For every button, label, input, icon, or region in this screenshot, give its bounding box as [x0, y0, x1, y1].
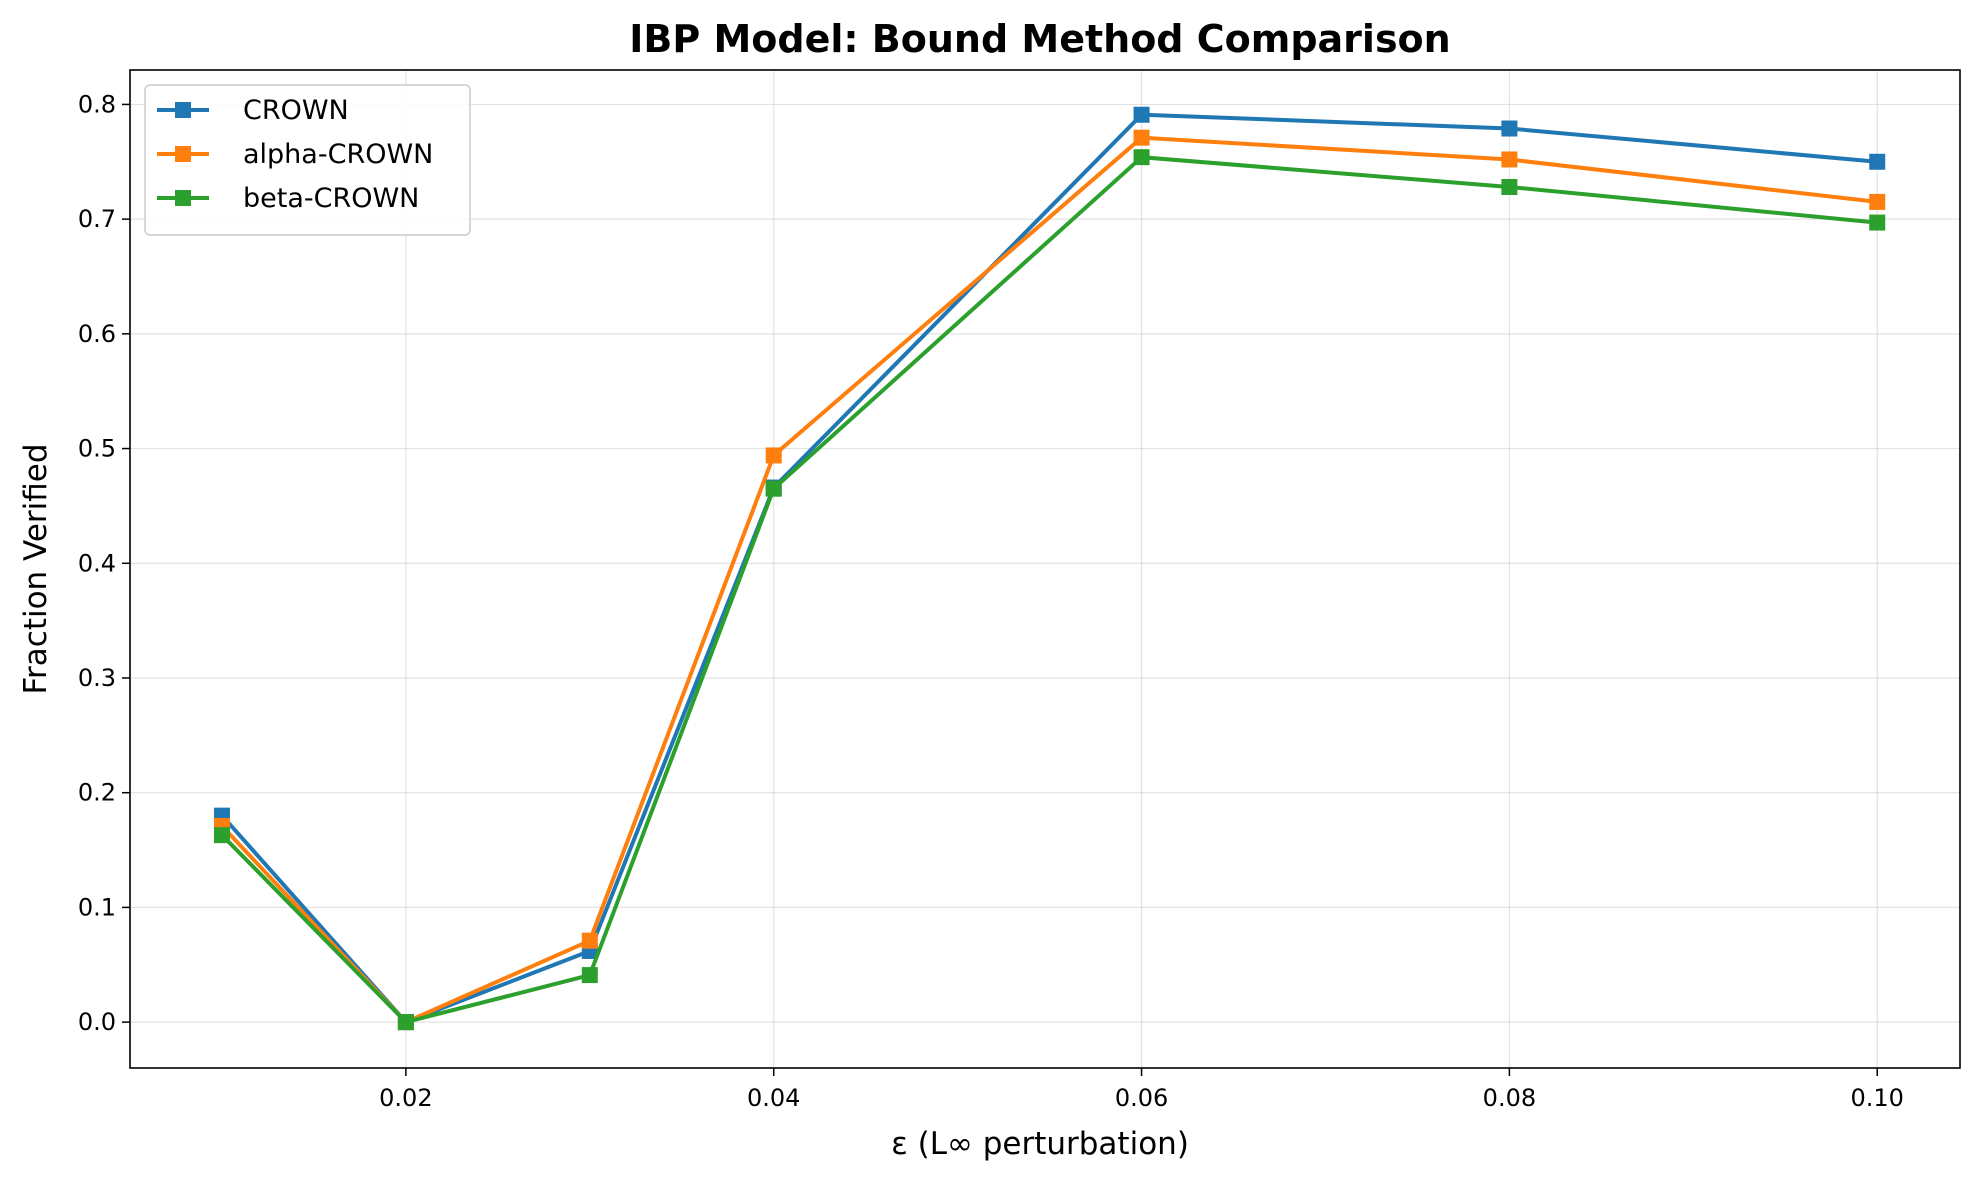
- legend-marker-swatch: [175, 146, 191, 162]
- data-point-marker: [397, 1014, 414, 1031]
- data-point-marker: [765, 480, 782, 497]
- legend-marker-swatch: [175, 102, 191, 118]
- data-point-marker: [1501, 179, 1518, 196]
- y-tick-label: 0.2: [78, 779, 116, 807]
- data-point-marker: [1869, 193, 1886, 210]
- x-tick-label: 0.06: [1115, 1084, 1168, 1112]
- axis-ticks: 0.02 0.04 0.06 0.08 0.10 0.0 0.1 0.2 0.3 0.4 0.5 0.…: [78, 90, 1904, 1112]
- data-point-marker: [1133, 106, 1150, 123]
- legend: CROWN alpha-CROWN beta-CROWN: [144, 84, 471, 236]
- legend-label: CROWN: [243, 95, 349, 126]
- legend-box: [144, 84, 471, 236]
- series-layer: [213, 106, 1886, 1031]
- data-point-marker: [1133, 149, 1150, 166]
- x-tick-label: 0.02: [379, 1084, 432, 1112]
- series-beta-crown: [213, 149, 1886, 1031]
- y-tick-label: 0.0: [78, 1008, 116, 1036]
- y-tick-label: 0.4: [78, 549, 116, 577]
- x-axis-label: ε (L∞ perturbation): [891, 1126, 1189, 1162]
- x-tick-label: 0.10: [1851, 1084, 1904, 1112]
- y-axis-label: Fraction Verified: [18, 443, 54, 694]
- legend-item: beta-CROWN: [157, 183, 419, 214]
- grid: [130, 70, 1960, 1068]
- data-point-marker: [1501, 120, 1518, 137]
- data-point-marker: [581, 967, 598, 984]
- x-tick-label: 0.04: [747, 1084, 800, 1112]
- y-tick-label: 0.8: [78, 90, 116, 118]
- plot-frame: [129, 69, 1961, 1069]
- data-point-marker: [581, 932, 598, 949]
- data-point-marker: [765, 447, 782, 464]
- data-point-marker: [1133, 129, 1150, 146]
- y-tick-label: 0.7: [78, 205, 116, 233]
- legend-label: alpha-CROWN: [243, 139, 433, 170]
- chart-title: IBP Model: Bound Method Comparison: [629, 17, 1450, 61]
- legend-marker-swatch: [175, 190, 191, 206]
- y-tick-label: 0.6: [78, 320, 116, 348]
- legend-label: beta-CROWN: [243, 183, 419, 214]
- y-tick-label: 0.3: [78, 664, 116, 692]
- data-point-marker: [1869, 214, 1886, 231]
- legend-item: alpha-CROWN: [157, 139, 433, 170]
- x-tick-label: 0.08: [1483, 1084, 1536, 1112]
- y-tick-label: 0.5: [78, 435, 116, 463]
- legend-item: CROWN: [157, 95, 349, 126]
- data-point-marker: [1869, 153, 1886, 170]
- data-point-marker: [213, 827, 230, 844]
- data-point-marker: [1501, 151, 1518, 168]
- y-tick-label: 0.1: [78, 893, 116, 921]
